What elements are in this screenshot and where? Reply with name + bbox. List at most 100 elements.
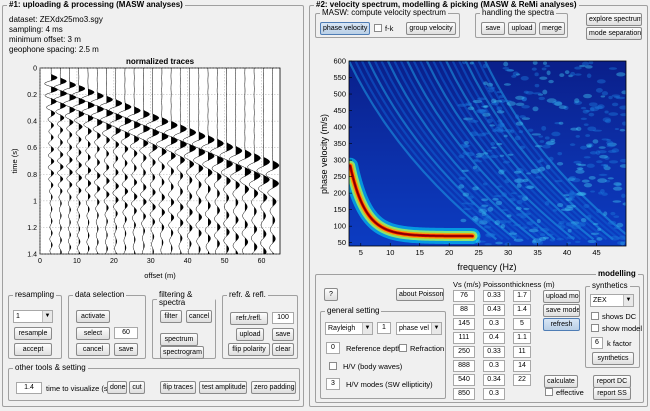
thickness-field[interactable]: 1.4	[513, 304, 531, 316]
trace-fill	[152, 68, 160, 254]
upload-spectrum-button[interactable]: upload	[508, 22, 536, 35]
spectrogram-button[interactable]: spectrogram	[160, 346, 204, 359]
time-to-visualize-field[interactable]: 1.4	[16, 382, 42, 394]
upload-refr-button[interactable]: upload	[236, 328, 264, 341]
spectrum-speckle	[483, 105, 489, 108]
poisson-field[interactable]: 0.4	[483, 332, 505, 344]
velocity-type-value: phase vel	[399, 325, 429, 332]
spectrum-speckle	[585, 109, 591, 112]
poisson-field[interactable]: 0.33	[483, 290, 505, 302]
done-button[interactable]: done	[107, 381, 127, 394]
vs-field[interactable]: 850	[453, 388, 475, 400]
poisson-field[interactable]: 0.3	[483, 360, 505, 372]
spectrum-speckle	[498, 169, 506, 173]
merge-button[interactable]: merge	[539, 22, 565, 35]
accept-button[interactable]: accept	[14, 343, 52, 356]
flip-polarity-button[interactable]: flip polarity	[228, 343, 270, 356]
trace-wiggle	[219, 67, 234, 255]
wave-type-select[interactable]: Rayleigh ▼	[325, 322, 373, 335]
synthetics-dataset-select[interactable]: ZEX ▼	[590, 294, 634, 307]
poisson-field[interactable]: 0.3	[483, 318, 505, 330]
trace-fill	[180, 68, 187, 254]
vs-field[interactable]: 250	[453, 346, 475, 358]
save-model-button[interactable]: save model	[543, 304, 580, 317]
refr-refl-value-field[interactable]: 100	[272, 312, 294, 324]
save-spectrum-button[interactable]: save	[481, 22, 505, 35]
poisson-field[interactable]: 0.43	[483, 304, 505, 316]
poisson-field[interactable]: 0.33	[483, 346, 505, 358]
resampling-factor-select[interactable]: 1 ▼	[13, 310, 53, 323]
show-model-checkbox[interactable]	[591, 324, 599, 332]
zero-padding-button[interactable]: zero padding	[251, 381, 296, 394]
k-factor-field[interactable]: 6	[591, 337, 603, 349]
calculate-button[interactable]: calculate	[544, 375, 578, 388]
thickness-field[interactable]: 14	[513, 360, 531, 372]
reference-depth-label: Reference depth	[346, 344, 402, 353]
help-button[interactable]: ?	[324, 288, 338, 301]
report-ss-button[interactable]: report SS	[593, 387, 631, 400]
spectrum-speckle	[508, 197, 516, 202]
vs-field[interactable]: 76	[453, 290, 475, 302]
poisson-field[interactable]: 0.34	[483, 374, 505, 386]
flip-traces-button[interactable]: flip traces	[160, 381, 196, 394]
phase-velocity-button[interactable]: phase velocity	[320, 22, 370, 35]
reference-depth-field[interactable]: 0	[326, 342, 340, 354]
explore-spectrum-button[interactable]: explore spectrum	[586, 13, 642, 26]
refresh-button[interactable]: refresh	[543, 318, 580, 331]
traces-wiggles	[44, 67, 280, 255]
clear-button[interactable]: clear	[272, 343, 294, 356]
fk-checkbox[interactable]	[374, 24, 382, 32]
thickness-field[interactable]: 11	[513, 346, 531, 358]
velocity-type-select[interactable]: phase vel ▼	[396, 322, 442, 335]
spectrum-speckle	[604, 179, 611, 183]
spectrum-button[interactable]: spectrum	[160, 333, 198, 346]
vs-field[interactable]: 88	[453, 304, 475, 316]
select-value-field[interactable]: 60	[114, 327, 138, 339]
spectrum-speckle	[557, 152, 563, 156]
test-amplitude-button[interactable]: test amplitude	[199, 381, 247, 394]
save-refr-button[interactable]: save	[272, 328, 294, 341]
hv-body-waves-checkbox[interactable]	[329, 362, 337, 370]
spectrum-speckle	[602, 164, 608, 169]
spectrum-speckle	[583, 123, 589, 126]
synthetics-button[interactable]: synthetics	[592, 352, 634, 365]
cut-button[interactable]: cut	[129, 381, 145, 394]
refraction-checkbox[interactable]	[399, 344, 407, 352]
refr-refl-button[interactable]: refr./refl.	[230, 312, 268, 325]
vs-field[interactable]: 888	[453, 360, 475, 372]
hv-modes-field[interactable]: 3	[326, 378, 340, 390]
resample-button[interactable]: resample	[14, 327, 52, 340]
mode-separation-button[interactable]: mode separation	[586, 27, 642, 40]
cancel-selection-button[interactable]: cancel	[76, 343, 110, 356]
thickness-field[interactable]: 5	[513, 318, 531, 330]
vs-field[interactable]: 540	[453, 374, 475, 386]
spectrum-speckle	[556, 238, 564, 241]
upload-model-button[interactable]: upload mod.	[543, 290, 580, 303]
thickness-field[interactable]: 22	[513, 374, 531, 386]
about-poisson-button[interactable]: about Poisson	[396, 288, 444, 301]
vs-field[interactable]: 111	[453, 332, 475, 344]
spectrum-speckle	[532, 92, 542, 95]
filter-button[interactable]: filter	[160, 310, 182, 323]
spectrum-stripe	[432, 61, 582, 241]
select-button[interactable]: select	[76, 327, 110, 340]
thickness-field[interactable]: 1.1	[513, 332, 531, 344]
spectrum-speckle	[482, 132, 490, 135]
shows-dc-checkbox[interactable]	[591, 312, 599, 320]
spectrum-speckle	[568, 197, 574, 202]
traces-x-axis-label: offset (m)	[144, 271, 176, 280]
save-selection-button[interactable]: save	[114, 343, 138, 356]
spectrum-speckle	[546, 98, 557, 103]
cancel-filter-button[interactable]: cancel	[186, 310, 212, 323]
activate-button[interactable]: activate	[76, 310, 110, 323]
spectrum-speckle	[482, 182, 488, 186]
vs-field[interactable]: 145	[453, 318, 475, 330]
thickness-field[interactable]: 1.7	[513, 290, 531, 302]
poisson-field[interactable]: 0.3	[483, 388, 505, 400]
effective-checkbox[interactable]	[545, 388, 553, 396]
spectrum-speckle	[483, 81, 488, 86]
spectrum-speckle	[563, 194, 570, 197]
spectrum-speckle	[493, 195, 502, 198]
group-velocity-button[interactable]: group velocity	[406, 22, 456, 35]
mode-number-field[interactable]: 1	[377, 322, 391, 334]
